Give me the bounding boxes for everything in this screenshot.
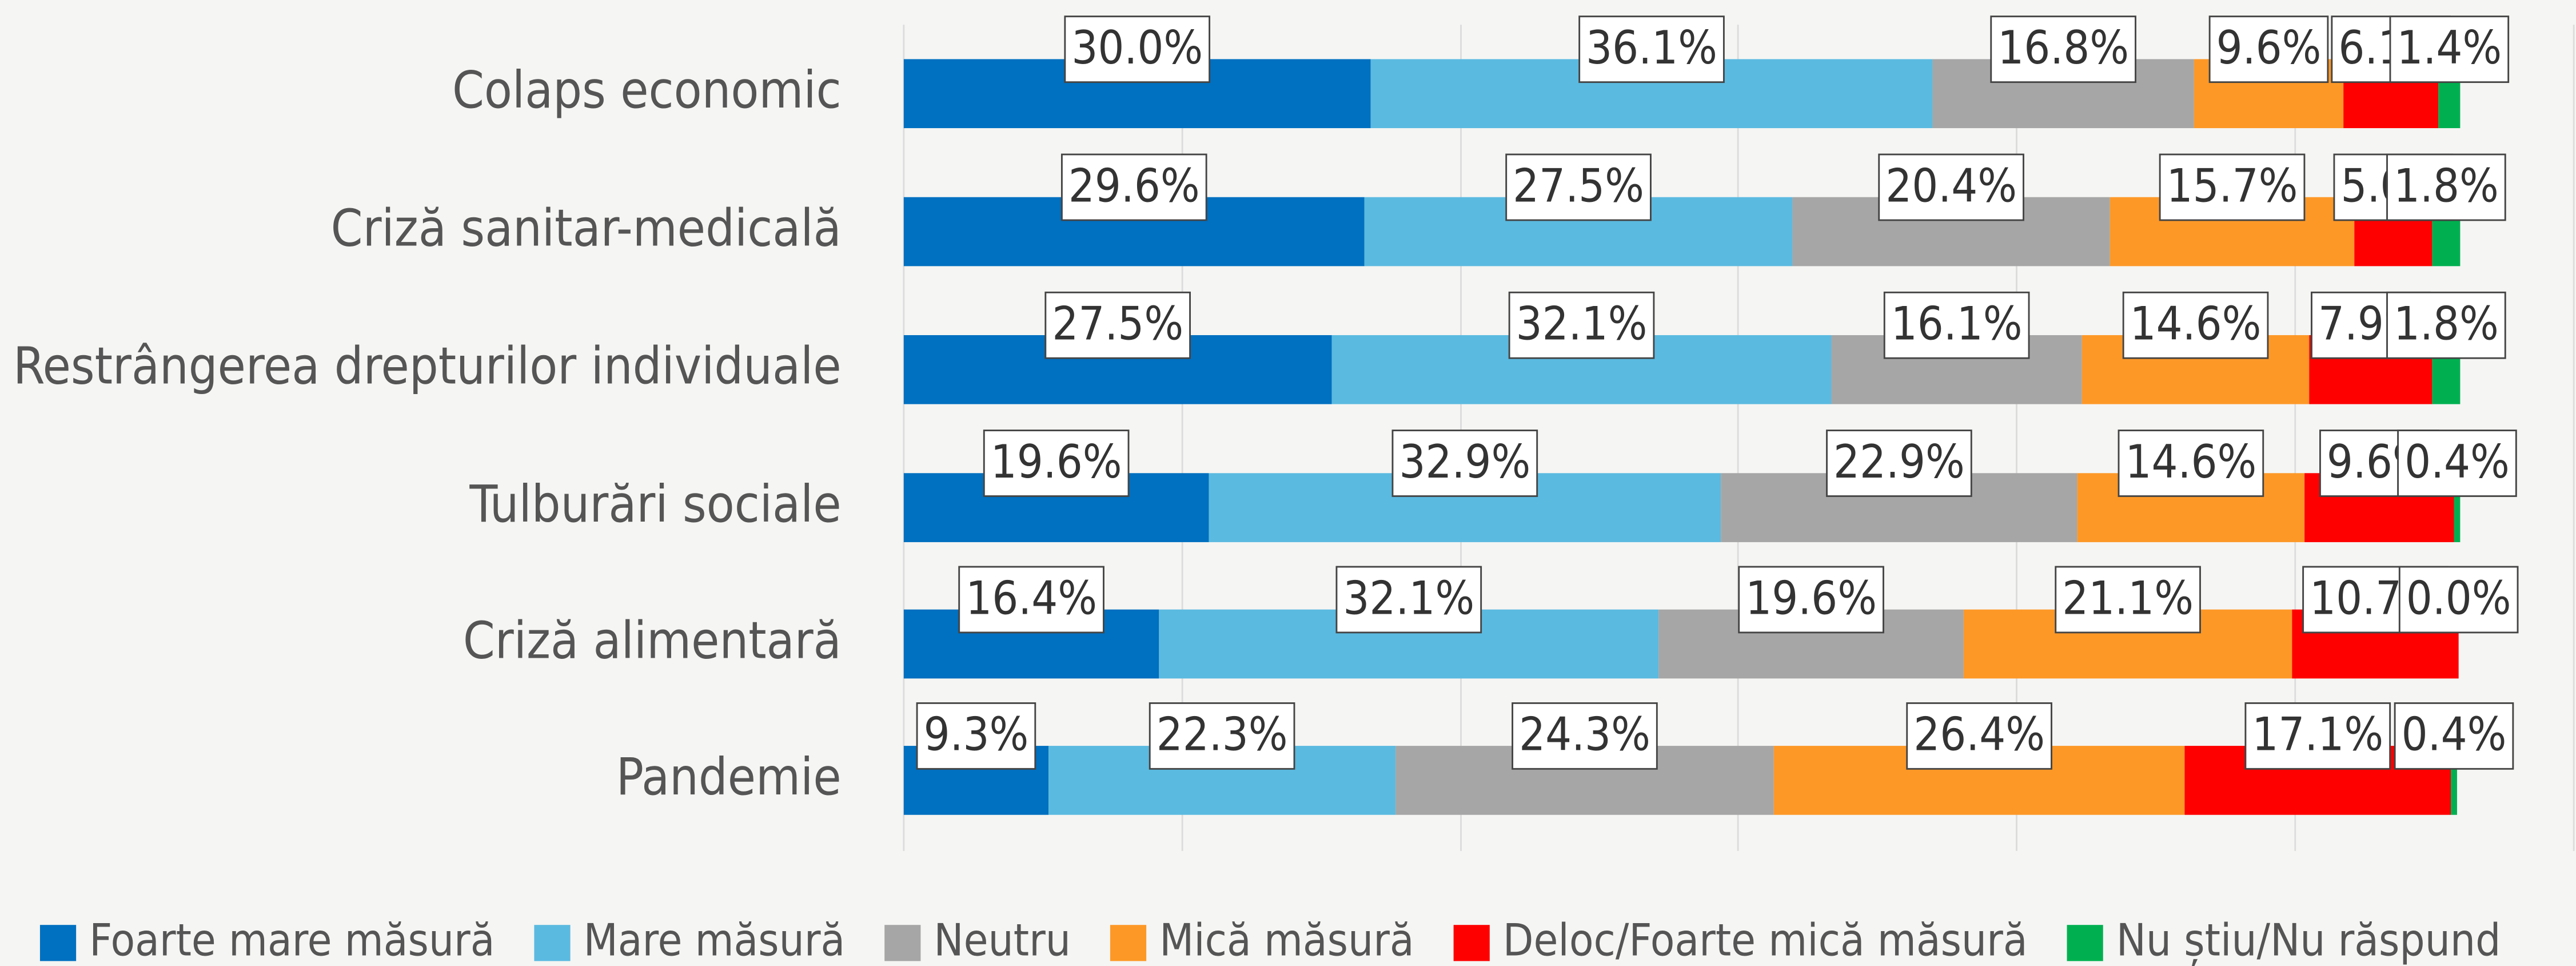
data-label-box [2159,153,2306,221]
data-label-box [916,702,1036,770]
legend-swatch [1453,925,1490,961]
data-label-box [1060,153,1207,221]
data-label-box [1738,566,1884,634]
data-label: 1.8% [2394,297,2499,351]
category-label: Tulburări sociale [469,474,841,534]
data-label-box [1064,15,1211,84]
data-label-box [983,430,1130,497]
legend-label: Mare măsură [584,915,846,966]
data-label: 1.4% [2396,21,2502,74]
data-label: 14.6% [2126,435,2257,488]
legend-label: Nu știu/Nu răspund [2116,915,2501,966]
data-label: 32.1% [1516,297,1648,351]
category-label: Criză alimentară [463,610,842,670]
data-label: 27.5% [1052,297,1183,351]
data-label: 14.6% [2130,297,2262,351]
data-label: 9.6% [2216,21,2322,74]
data-label: 22.3% [1157,707,1288,761]
legend-label: Neutru [934,915,1071,966]
data-label-box [2386,291,2506,359]
data-label-box [1512,702,1658,770]
legend-swatch [1110,925,1147,961]
data-label: 19.6% [991,435,1122,488]
data-label-box [1878,153,2024,221]
data-label-box [1508,291,1655,359]
data-label: 32.1% [1343,571,1474,625]
data-label: 27.5% [1513,158,1644,212]
data-label-box [2398,566,2519,634]
data-label-box [1578,15,1725,84]
bar-segment [2451,746,2457,815]
category-label: Pandemie [616,747,842,806]
data-label: 17.1% [2252,707,2383,761]
data-label: 15.7% [2167,158,2298,212]
data-label: 24.3% [1519,707,1650,761]
data-label: 19.6% [1745,571,1877,625]
data-label-box [1906,702,2052,770]
data-label-box [2122,291,2269,359]
data-label: 0.4% [2404,435,2510,488]
data-label-box [2208,15,2329,84]
data-label: 16.1% [1891,297,2023,351]
data-label-box [1990,15,2136,84]
data-label-box [1044,291,1191,359]
data-label-box [1335,566,1482,634]
category-label: Colaps economic [452,60,842,120]
data-label: 0.4% [2402,707,2507,761]
data-label-box [1391,430,1538,497]
legend-swatch [39,925,77,961]
data-label-box [1505,153,1652,221]
data-label: 22.9% [1833,435,1965,488]
data-label-box [1826,430,1972,497]
legend-label: Deloc/Foarte mică măsură [1503,915,2028,966]
data-label: 9.3% [924,707,1029,761]
data-label-box [2389,15,2510,84]
data-label: 26.4% [1913,707,2045,761]
data-label: 21.1% [2062,571,2194,625]
data-label: 16.8% [1997,21,2129,74]
data-label-box [2118,430,2264,497]
legend-swatch [884,925,921,961]
legend-swatch [534,925,571,961]
data-label: 20.4% [1885,158,2017,212]
data-label: 36.1% [1586,21,1717,74]
data-label-box [2394,702,2514,770]
data-label: 1.8% [2394,158,2499,212]
category-label: Restrângerea drepturilor individuale [13,336,842,396]
data-label: 30.0% [1071,21,1203,74]
data-label: 29.6% [1068,158,1200,212]
data-label-box [958,566,1104,634]
data-label-box [1149,702,1295,770]
category-label: Criză sanitar-medicală [331,198,842,257]
data-label: 16.4% [966,571,1097,625]
legend-swatch [2067,925,2103,961]
legend-label: Mică măsură [1159,915,1414,966]
bar-segment [2454,473,2461,542]
legend-label: Foarte mare măsură [89,915,495,966]
data-label-box [2397,430,2517,497]
data-label-box [2244,702,2391,770]
data-label-box [2386,153,2506,221]
data-label-box [2055,566,2201,634]
data-label: 0.0% [2406,571,2511,625]
data-label-box [1883,291,2030,359]
data-label: 32.9% [1399,435,1530,488]
